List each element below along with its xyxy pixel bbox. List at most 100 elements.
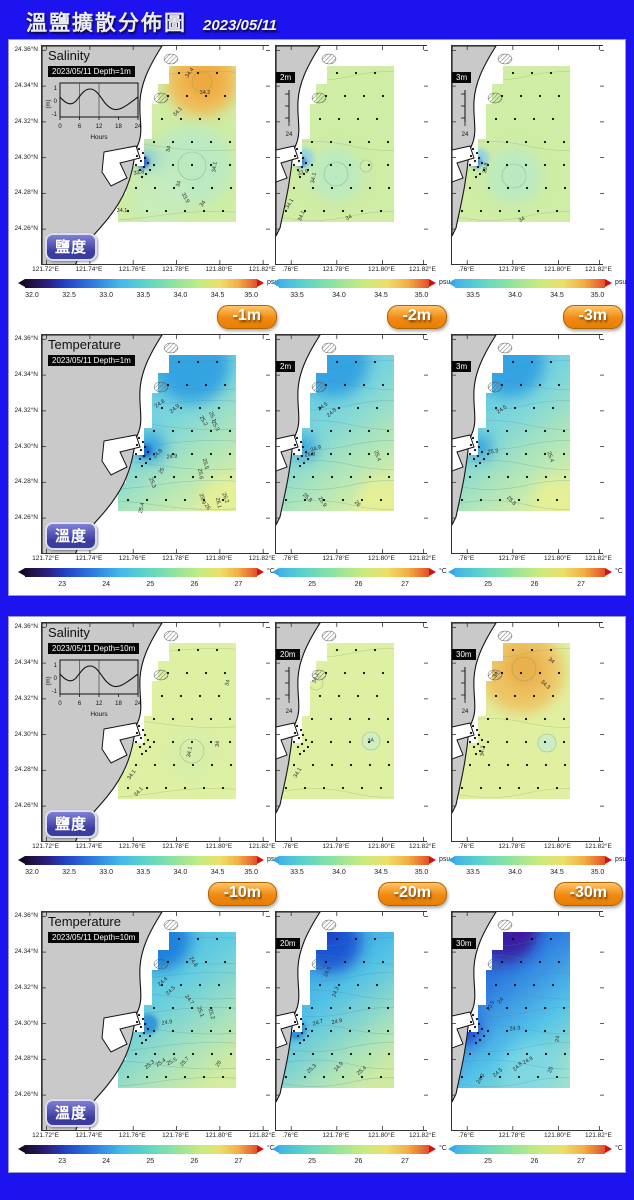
shoal-symbol xyxy=(163,342,179,354)
map-canvas xyxy=(42,623,270,841)
lat-tick-label: 24.30°N xyxy=(14,1019,38,1027)
lon-tick-label: 121.82°E xyxy=(409,1132,436,1139)
salinity-map--2m: 2m 24 33.9 34.1 34.1 34.1 34 xyxy=(275,45,445,265)
lon-axis: .76°E 121.78°E 121.80°E 121.82°E xyxy=(451,1131,612,1143)
station-dots xyxy=(460,937,567,1079)
lat-tick-label: 24.32°N xyxy=(14,694,38,702)
lon-tick-label: 121.80°E xyxy=(205,555,233,562)
map-canvas xyxy=(42,335,270,553)
colorbar-tick: 25 xyxy=(308,581,316,588)
depth-badge: -10m xyxy=(207,882,277,906)
colorbar-tick: 26 xyxy=(530,581,539,588)
tide-xlabel: Hours xyxy=(90,134,108,141)
colorbar-tick: 34.5 xyxy=(550,869,564,876)
axis-ticks xyxy=(276,46,428,264)
shoal-symbol xyxy=(497,630,513,642)
lon-axis: .76°E 121.78°E 121.80°E 121.82°E xyxy=(451,842,612,854)
lon-tick-label: 121.72°E xyxy=(32,555,59,562)
lat-tick-label: 24.28°N xyxy=(14,189,38,197)
lon-axis-row: 121.72°E 121.74°E 121.76°E 121.78°E 121.80°E… xyxy=(11,554,625,566)
lat-tick-label: 24.30°N xyxy=(14,442,38,450)
colorbar-unit: °C xyxy=(615,1145,623,1152)
colorbar-tick: 34.0 xyxy=(173,869,188,876)
lat-tick-label: 24.32°N xyxy=(14,117,38,125)
lon-tick-label: .76°E xyxy=(458,1132,475,1139)
lat-axis: 24.36°N 24.34°N 24.32°N 24.30°N 24.28°N 24.26… xyxy=(11,911,41,1131)
survey-field xyxy=(276,643,394,799)
colorbar-gradient xyxy=(18,279,264,288)
tide-xtick: 18 xyxy=(115,124,122,130)
shoal-symbol xyxy=(311,669,327,681)
lon-tick-label: 121.76°E xyxy=(118,555,146,562)
tide-inset-fragment: 24 xyxy=(285,667,293,715)
colorbar-tick: 34.5 xyxy=(210,292,225,299)
lon-axis: 121.72°E 121.74°E 121.76°E 121.78°E 121.80°E… xyxy=(32,265,275,277)
contour-label: 34.1 xyxy=(116,208,128,214)
lon-tick-label: 121.80°E xyxy=(205,843,233,850)
colorbar-tick: 23 xyxy=(58,581,67,588)
lon-tick-label: .76°E xyxy=(282,843,299,850)
colorbar-tick: 23 xyxy=(58,1158,67,1165)
shoal-symbol xyxy=(153,669,169,681)
temperature-colorbar: 25 26 27 °C xyxy=(448,566,623,593)
colorbar-gradient xyxy=(448,279,612,288)
colorbar-gradient xyxy=(272,279,436,288)
contour-label: 34 xyxy=(214,740,222,748)
lon-tick-label: 121.80°E xyxy=(543,266,571,273)
salinity-colorbar-row: 32.032.533.033.534.034.535.0psu33.534.03… xyxy=(11,854,626,881)
map-plot: 2m 24.5 24.8 24.9 25.3 25.8 25.9 26 25.4 xyxy=(275,334,428,554)
colorbar-tick: 25 xyxy=(146,1158,155,1165)
land-area xyxy=(452,623,497,814)
lon-axis: .76°E 121.78°E 121.80°E 121.82°E xyxy=(275,842,436,854)
station-dots xyxy=(460,360,567,502)
axis-ticks xyxy=(42,912,270,1130)
lon-tick-label: 121.78°E xyxy=(498,843,526,850)
contour-label: 34.1 xyxy=(211,161,219,173)
lon-tick-label: 121.78°E xyxy=(162,843,189,850)
land-area xyxy=(276,46,321,237)
map-plot: 2m 24 33.9 34.1 34.1 34.1 34 xyxy=(275,45,428,265)
colorbar-tick: 33.5 xyxy=(136,869,151,876)
colorbar-tick: 35.0 xyxy=(414,869,429,876)
shoal-symbol xyxy=(321,342,337,354)
temperature-colorbar: 23 24 25 26 27 °C xyxy=(18,566,275,593)
tide-inset-fragment: 24 xyxy=(461,667,469,715)
axis-ticks xyxy=(452,46,604,264)
lat-tick-label: 24.36°N xyxy=(14,46,38,54)
lon-tick-label: 121.72°E xyxy=(32,843,59,850)
station-dots xyxy=(284,360,391,502)
depth-badge-row: -1m -2m -3m xyxy=(11,304,625,334)
temperature-maps-row: 24.36°N 24.34°N 24.32°N 24.30°N 24.28°N 24.26… xyxy=(11,911,625,1131)
lat-tick-label: 24.36°N xyxy=(14,335,38,343)
map-title: Temperature xyxy=(48,337,121,352)
shoal-symbol xyxy=(321,53,337,65)
axis-ticks xyxy=(276,912,428,1130)
lon-axis: 121.72°E 121.74°E 121.76°E 121.78°E 121.80°E… xyxy=(32,842,275,854)
temperature-colorbar: 25 26 27 °C xyxy=(272,1143,447,1170)
lat-tick-label: 24.34°N xyxy=(14,948,38,956)
colorbar-tick: 34.0 xyxy=(508,292,522,299)
lon-tick-label: 121.78°E xyxy=(322,843,350,850)
map-title: Salinity xyxy=(48,48,90,63)
colorbar-tick: 24 xyxy=(102,581,111,588)
depth-badge-row: -10m -20m -30m xyxy=(11,881,625,911)
colorbar-gradient xyxy=(272,856,436,865)
lon-tick-label: 121.78°E xyxy=(498,555,526,562)
title-bar: 溫鹽擴散分佈圖 2023/05/11 xyxy=(0,0,634,39)
tide-xtick: 6 xyxy=(78,124,82,130)
survey-field xyxy=(118,932,236,1088)
lat-tick-label: 24.34°N xyxy=(14,371,38,379)
lon-tick-label: .76°E xyxy=(282,1132,299,1139)
map-plot: 3m 24.5 25.3 25.8 25.4 xyxy=(451,334,604,554)
lon-axis-row: 121.72°E 121.74°E 121.76°E 121.78°E 121.80°E… xyxy=(11,1131,625,1143)
colorbar-tick: 33.0 xyxy=(99,292,113,299)
lon-tick-label: 121.80°E xyxy=(543,843,571,850)
land-area xyxy=(452,335,497,526)
salinity-badge: 鹽度 xyxy=(45,233,98,261)
shoal-symbol xyxy=(487,92,503,104)
axis-ticks xyxy=(452,912,604,1130)
colorbar-tick: 27 xyxy=(234,1158,243,1165)
colorbar-tick: 26 xyxy=(190,581,199,588)
shoal-symbol xyxy=(153,381,169,393)
